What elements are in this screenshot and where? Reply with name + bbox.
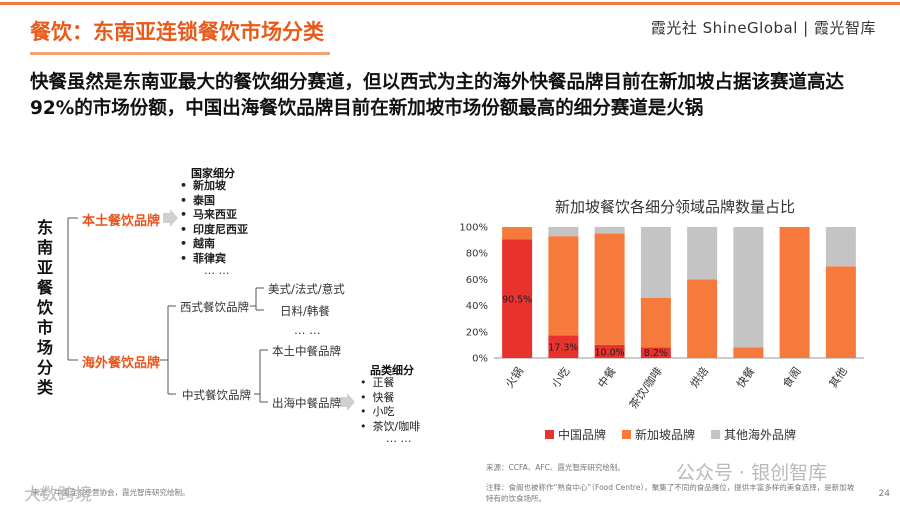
local-chinese-label: 本土中餐品牌 <box>272 344 341 358</box>
bar-segment <box>640 347 671 358</box>
country-heading: 国家细分 <box>191 167 235 180</box>
bar-segment <box>687 279 718 358</box>
country-more: … … <box>204 264 230 277</box>
list-item: 小吃 <box>360 405 420 420</box>
page-number: 24 <box>878 489 890 499</box>
y-tick-label: 20% <box>466 327 488 338</box>
western-more: … … <box>294 323 321 337</box>
tree-connectors <box>67 209 355 411</box>
y-tick-label: 60% <box>466 275 488 286</box>
x-tick-label: 其他 <box>827 365 850 390</box>
bar-segment <box>594 227 625 234</box>
bar-segment <box>594 233 625 345</box>
chart-legend: 中国品牌 新加坡品牌 其他海外品牌 <box>545 426 796 443</box>
legend-swatch <box>711 430 721 439</box>
chart-source: 来源：CCFA、AFC、霞光智库研究绘制。 <box>486 463 625 472</box>
list-item: 茶饮/咖啡 <box>360 420 421 435</box>
list-item: 菲律宾 <box>180 252 248 267</box>
bar-segment <box>825 227 856 267</box>
bar-segment <box>733 227 764 348</box>
y-tick-label: 0% <box>472 354 488 365</box>
legend-item-china: 中国品牌 <box>545 426 606 443</box>
bar-segment <box>640 227 671 298</box>
x-tick-label: 小吃 <box>549 365 572 390</box>
x-tick-label: 食阁 <box>780 364 804 390</box>
list-item: 越南 <box>180 237 248 252</box>
x-tick-label: 火锅 <box>503 365 526 390</box>
category-more: … … <box>386 432 412 445</box>
list-item: 马来西亚 <box>180 208 248 223</box>
bar-segment <box>502 239 533 358</box>
bar-segment <box>594 344 625 358</box>
x-tick-label: 快餐 <box>733 364 757 390</box>
bar-segment <box>733 347 764 358</box>
x-tick-label: 烘焙 <box>687 364 711 390</box>
category-list: 正餐 快餐 小吃 茶饮/咖啡 <box>360 376 421 435</box>
bar-segment <box>779 227 810 358</box>
x-tick-label: 中餐 <box>595 364 619 390</box>
left-source: 来源：中国连锁经营协会，霞光智库研究绘制。 <box>32 488 190 497</box>
western-brand-label: 西式餐饮品牌 <box>180 300 249 314</box>
data-label: 8.2% <box>644 348 668 359</box>
y-tick-label: 80% <box>466 249 488 260</box>
chart-note-line1: 注释：食阁也被称作“熟食中心”（Food Centre），聚集了不同的食品摊位，… <box>486 483 855 492</box>
list-item: 新加坡 <box>180 179 248 194</box>
local-brand-label: 本土餐饮品牌 <box>82 214 161 229</box>
bar-segment <box>687 227 718 280</box>
data-label: 90.5% <box>502 295 532 306</box>
list-item: 正餐 <box>360 376 420 391</box>
legend-label: 其他海外品牌 <box>724 428 797 442</box>
chinese-brand-label: 中式餐饮品牌 <box>182 388 251 402</box>
legend-item-other: 其他海外品牌 <box>711 426 796 443</box>
watermark-left: 大数跨境 <box>24 485 92 505</box>
classification-tree: 东南亚餐饮市场分类 本土餐饮品牌 海外餐饮品牌 国家细分 新加坡 泰国 马来西亚… <box>0 150 460 490</box>
watermark-right: 公众号 · 银创智库 <box>676 462 828 484</box>
legend-item-singapore: 新加坡品牌 <box>622 426 695 443</box>
bar-segment <box>640 297 671 348</box>
tree-root-label: 东南亚餐饮市场分类 <box>36 218 53 397</box>
bar-segment <box>548 236 579 336</box>
headline: 快餐虽然是东南亚最大的餐饮细分赛道，但以西式为主的海外快餐品牌目前在新加坡占据该… <box>30 72 845 119</box>
bar-segment <box>502 227 533 240</box>
y-tick-label: 40% <box>466 301 488 312</box>
list-item: 泰国 <box>180 194 248 209</box>
data-label: 17.3% <box>548 343 578 354</box>
list-item: 印度尼西亚 <box>180 223 248 238</box>
country-list: 新加坡 泰国 马来西亚 印度尼西亚 越南 菲律宾 <box>180 179 248 266</box>
bar-segment <box>825 266 856 358</box>
bar-segment <box>548 335 579 358</box>
western-sub-2: 日料/韩餐 <box>280 304 330 318</box>
legend-label: 中国品牌 <box>558 428 607 442</box>
chart-note-line2: 特有的饮食场所。 <box>486 494 546 503</box>
bar-segment <box>548 227 579 237</box>
legend-swatch <box>545 430 554 439</box>
brand-logo-text: 霞光社 ShineGlobal | 霞光智库 <box>650 19 876 37</box>
legend-swatch <box>622 430 632 439</box>
stacked-bar-chart: 0% 20% 40% 60% 80% 100% 90.5% 火锅 17.3% 小吃 10.0% 中餐 8… <box>460 223 864 411</box>
overseas-brand-label: 海外餐饮品牌 <box>82 356 161 371</box>
y-tick-label: 100% <box>460 223 488 234</box>
western-sub-1: 美式/法式/意式 <box>268 282 345 296</box>
list-item: 快餐 <box>360 391 420 406</box>
top-accent-bar <box>0 2 900 5</box>
section-title: 餐饮：东南亚连锁餐饮市场分类 <box>30 14 330 55</box>
category-heading: 品类细分 <box>370 364 414 377</box>
outbound-chinese-label: 出海中餐品牌 <box>272 396 341 410</box>
x-tick-label: 茶饮/咖啡 <box>626 364 665 411</box>
chart-title: 新加坡餐饮各细分领域品牌数量占比 <box>554 198 795 216</box>
data-label: 10.0% <box>595 347 625 358</box>
legend-label: 新加坡品牌 <box>635 428 696 442</box>
